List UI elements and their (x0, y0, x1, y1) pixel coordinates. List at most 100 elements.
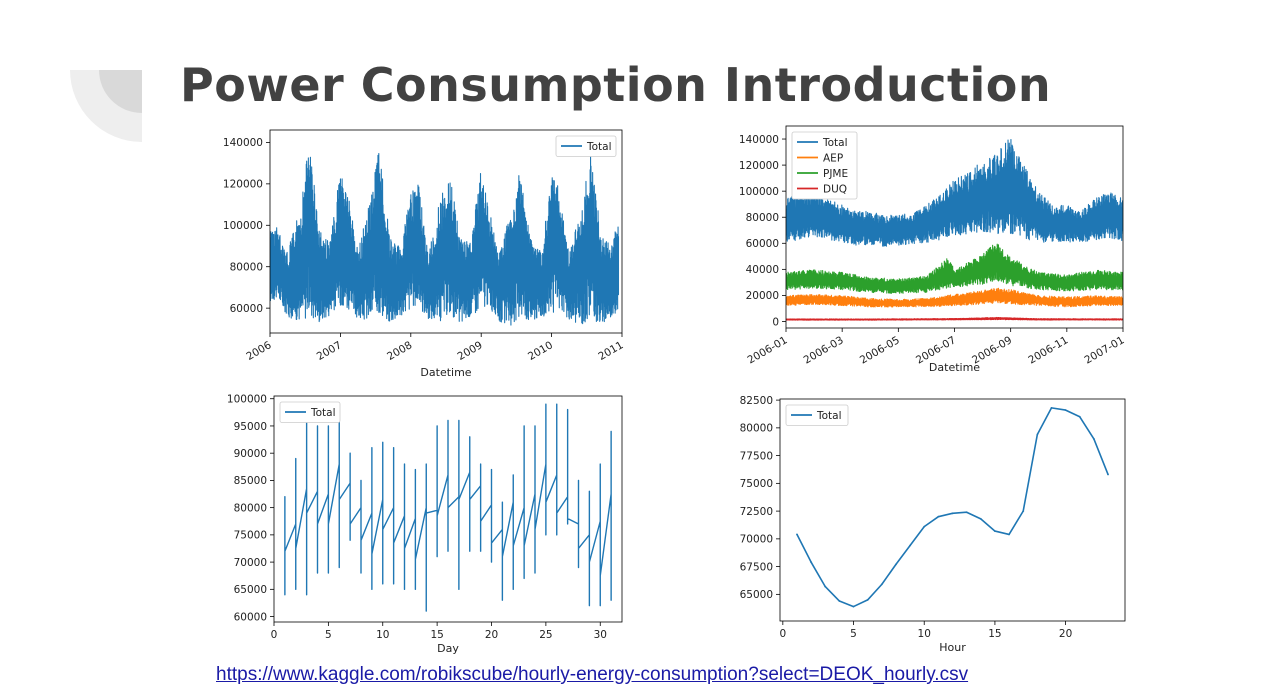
x-tick-label: 20 (1059, 628, 1072, 640)
x-axis: 2006 2007 2008 2009 2010 2011 (244, 333, 626, 363)
y-tick-label: 0 (772, 316, 779, 328)
y-axis: 60000 80000 100000 120000 140000 (223, 137, 270, 315)
chart-total-yearly-svg: 60000 80000 100000 120000 140000 2006 2007 2008… (223, 129, 626, 379)
x-tick-label: 2007-01 (1083, 334, 1127, 366)
legend-label: Total (816, 410, 842, 422)
data-point (1050, 406, 1053, 409)
x-axis: 0 5 10 15 20 25 30 (271, 622, 607, 641)
series-line (786, 316, 1123, 321)
series-total (796, 406, 1109, 608)
y-tick-label: 100000 (223, 220, 263, 232)
x-axis-label: Datetime (420, 366, 471, 379)
series-duq (786, 316, 1123, 321)
x-tick-label: 10 (376, 629, 389, 641)
source-link[interactable]: https://www.kaggle.com/robikscube/hourly… (216, 664, 969, 685)
series-line (284, 403, 612, 612)
legend-label: DUQ (823, 183, 847, 195)
data-point (923, 525, 926, 528)
y-tick-label: 140000 (739, 134, 779, 146)
y-tick-label: 77500 (740, 450, 773, 462)
y-tick-label: 65000 (740, 589, 773, 601)
data-point (965, 511, 968, 514)
legend-box (555, 135, 617, 157)
slide-title: Power Consumption Introduction (180, 58, 1052, 112)
legend: Total (279, 401, 341, 423)
legend: Total (555, 135, 617, 157)
data-point (951, 512, 954, 515)
data-point (1092, 438, 1095, 440)
y-tick-label: 65000 (234, 584, 267, 596)
y-tick-label: 60000 (230, 303, 263, 315)
y-axis: 0 20000 40000 60000 80000 100000 120000 140000 (739, 134, 786, 328)
x-tick-label: 5 (850, 628, 857, 640)
x-axis: 0 5 10 15 20 (779, 621, 1072, 640)
y-tick-label: 100000 (227, 394, 267, 406)
data-point (895, 563, 897, 566)
data-point (824, 585, 827, 588)
data-point (1107, 473, 1109, 476)
x-tick-label: 15 (430, 629, 443, 641)
data-point (1008, 533, 1010, 536)
data-point (979, 517, 982, 520)
x-tick-label: 30 (594, 629, 607, 641)
y-tick-label: 20000 (746, 290, 779, 302)
plot-frame (779, 398, 1126, 622)
y-tick-label: 90000 (234, 448, 267, 460)
chart-regions-2006-svg: 0 20000 40000 60000 80000 100000 120000 140000 2… (739, 125, 1127, 374)
series-line (270, 153, 620, 326)
y-tick-label: 85000 (234, 475, 267, 487)
x-tick-label: 0 (271, 629, 278, 641)
series-line (786, 243, 1123, 294)
y-tick-label: 140000 (223, 137, 263, 149)
x-tick-label: 2006 (244, 339, 273, 363)
y-tick-label: 80000 (746, 212, 779, 224)
y-tick-label: 40000 (746, 264, 779, 276)
x-axis-label: Datetime (929, 361, 980, 374)
x-tick-label: 2006-05 (858, 334, 902, 366)
series-total (270, 153, 620, 326)
plot-frame (273, 395, 623, 623)
series-line (786, 287, 1123, 308)
series-line (786, 138, 1123, 247)
x-tick-label: 20 (485, 629, 498, 641)
x-tick-label: 10 (918, 628, 931, 640)
data-point (852, 605, 855, 608)
y-tick-label: 60000 (746, 238, 779, 250)
legend-box (785, 404, 849, 426)
y-tick-label: 72500 (740, 506, 773, 518)
data-point (1078, 415, 1081, 418)
y-tick-label: 75000 (234, 530, 267, 542)
chart-total-by-hour: 65000 67500 70000 72500 75000 77500 80000 82500… (730, 393, 1130, 656)
y-tick-label: 80000 (230, 262, 263, 274)
x-axis-label: Hour (939, 641, 966, 654)
y-tick-label: 82500 (740, 395, 773, 407)
x-tick-label: 2006-11 (1026, 334, 1070, 366)
data-point (838, 600, 841, 602)
data-point (796, 533, 798, 536)
y-tick-label: 80000 (740, 423, 773, 435)
plot-area (284, 403, 612, 612)
x-tick-label: 2011 (596, 339, 625, 363)
legend: Total AEP PJME DUQ (791, 131, 858, 200)
data-point (1036, 433, 1039, 436)
series-aep (786, 287, 1123, 308)
chart-regions-2006: 0 20000 40000 60000 80000 100000 120000 140000 2… (738, 120, 1138, 382)
x-tick-label: 15 (988, 628, 1001, 640)
x-tick-label: 2010 (526, 339, 555, 363)
series-pjme (786, 243, 1123, 294)
x-tick-label: 2009 (456, 339, 485, 363)
y-axis: 60000 65000 70000 75000 80000 85000 90000 95000… (227, 394, 274, 623)
legend-label: Total (822, 137, 848, 149)
data-point (810, 561, 813, 564)
x-tick-label: 2006-01 (746, 334, 790, 366)
plot-area (796, 406, 1109, 608)
x-tick-label: 2006-03 (802, 334, 846, 366)
y-tick-label: 75000 (740, 478, 773, 490)
chart-total-yearly: 60000 80000 100000 120000 140000 2006 2007 2008… (215, 128, 626, 379)
y-tick-label: 120000 (223, 179, 263, 191)
x-tick-label: 2007 (315, 339, 344, 363)
legend-label: AEP (823, 152, 843, 164)
data-point (866, 599, 869, 601)
data-point (1022, 510, 1025, 513)
data-point (937, 515, 940, 518)
